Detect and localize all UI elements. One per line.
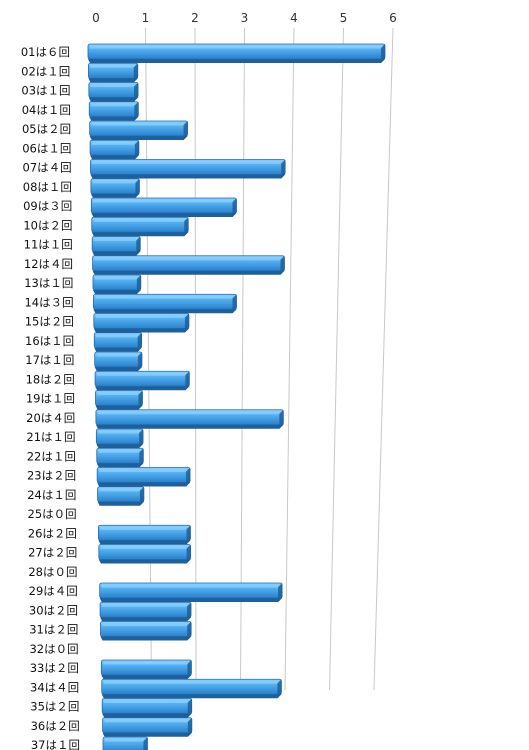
- category-label: 17は１回: [25, 353, 74, 367]
- bar: [100, 659, 192, 679]
- x-tick-label: 2: [191, 11, 199, 25]
- category-label: 31は２回: [29, 623, 78, 637]
- category-label: 03は１回: [21, 84, 70, 98]
- bar: [89, 139, 140, 160]
- category-label: 33は２回: [30, 661, 79, 675]
- category-label: 29は４回: [29, 584, 78, 598]
- category-labels: 01は６回 02は１回 03は１回 04は１回 05は２回 06は１回 07は４回 08は１回…: [21, 45, 80, 750]
- bar: [93, 332, 143, 352]
- bar: [102, 736, 148, 750]
- bar: [91, 236, 141, 256]
- category-label: 32は０回: [29, 642, 78, 656]
- bar: [88, 101, 139, 121]
- bar: [90, 178, 140, 198]
- category-label: 19は１回: [26, 392, 75, 406]
- category-label: 22は１回: [27, 449, 76, 463]
- category-label: 35は２回: [30, 700, 79, 714]
- bar: [93, 293, 237, 314]
- category-label: 09は３回: [23, 199, 72, 213]
- gridline: [284, 27, 295, 691]
- bar: [98, 544, 192, 564]
- category-label: 37は１回: [31, 738, 80, 750]
- x-tick-label: 5: [340, 11, 348, 25]
- bar: [94, 370, 190, 391]
- bar: [87, 43, 386, 63]
- x-tick-label: 0: [92, 11, 100, 25]
- category-label: 02は１回: [21, 64, 70, 78]
- bar: [91, 216, 189, 237]
- bar: [88, 82, 139, 102]
- category-label: 08は１回: [23, 180, 72, 194]
- category-label: 04は１回: [22, 103, 71, 117]
- x-tick-label: 6: [389, 11, 397, 25]
- category-label: 20は４回: [26, 411, 75, 425]
- bar: [88, 62, 139, 83]
- category-label: 34は４回: [30, 680, 79, 694]
- bar: [90, 159, 286, 179]
- bar: [100, 621, 192, 641]
- category-label: 23は２回: [27, 469, 76, 483]
- category-label: 16は１回: [25, 334, 74, 348]
- bar: [92, 274, 142, 294]
- category-label: 11は１回: [24, 238, 73, 252]
- category-label: 24は１回: [27, 488, 76, 502]
- bar: [92, 255, 285, 275]
- category-label: 15は２回: [25, 315, 74, 329]
- category-label: 05は２回: [22, 122, 71, 136]
- gridline: [240, 27, 245, 691]
- bars: [87, 43, 386, 750]
- bar: [96, 467, 191, 487]
- bar: [93, 313, 190, 333]
- bar: [98, 524, 191, 545]
- category-label: 25は０回: [28, 507, 77, 521]
- x-tick-label: 3: [241, 11, 249, 25]
- gridline: [373, 27, 394, 691]
- category-label: 13は１回: [24, 276, 73, 290]
- bar: [95, 409, 284, 429]
- bar: [94, 351, 143, 371]
- category-label: 14は３回: [24, 295, 73, 309]
- gridlines: [145, 27, 394, 691]
- category-label: 30は２回: [29, 603, 78, 617]
- bar: [96, 447, 144, 468]
- category-label: 18は２回: [26, 372, 75, 386]
- x-axis-ticks: 0 1 2 3 4 5 6: [92, 11, 397, 25]
- bar: [89, 120, 188, 140]
- x-tick-label: 4: [290, 11, 298, 25]
- category-label: 21は１回: [26, 430, 75, 444]
- category-label: 28は０回: [28, 565, 77, 579]
- bar: [90, 197, 237, 217]
- bar: [97, 486, 145, 506]
- category-label: 26は２回: [28, 526, 77, 540]
- gridline: [329, 27, 344, 691]
- bar: [101, 698, 193, 718]
- category-label: 27は２回: [28, 546, 77, 560]
- category-label: 07は４回: [23, 161, 72, 175]
- bar: [99, 582, 283, 602]
- bar: [95, 390, 143, 410]
- bar: [102, 717, 193, 737]
- x-tick-label: 1: [142, 11, 150, 25]
- bar: [99, 601, 192, 622]
- category-label: 10は２回: [23, 218, 72, 232]
- gridline: [194, 27, 197, 691]
- category-label: 01は６回: [21, 45, 70, 59]
- bar: [101, 678, 282, 699]
- category-label: 36は２回: [31, 719, 80, 733]
- category-label: 06は１回: [22, 141, 71, 155]
- category-label: 12は４回: [24, 257, 73, 271]
- bar: [95, 428, 144, 448]
